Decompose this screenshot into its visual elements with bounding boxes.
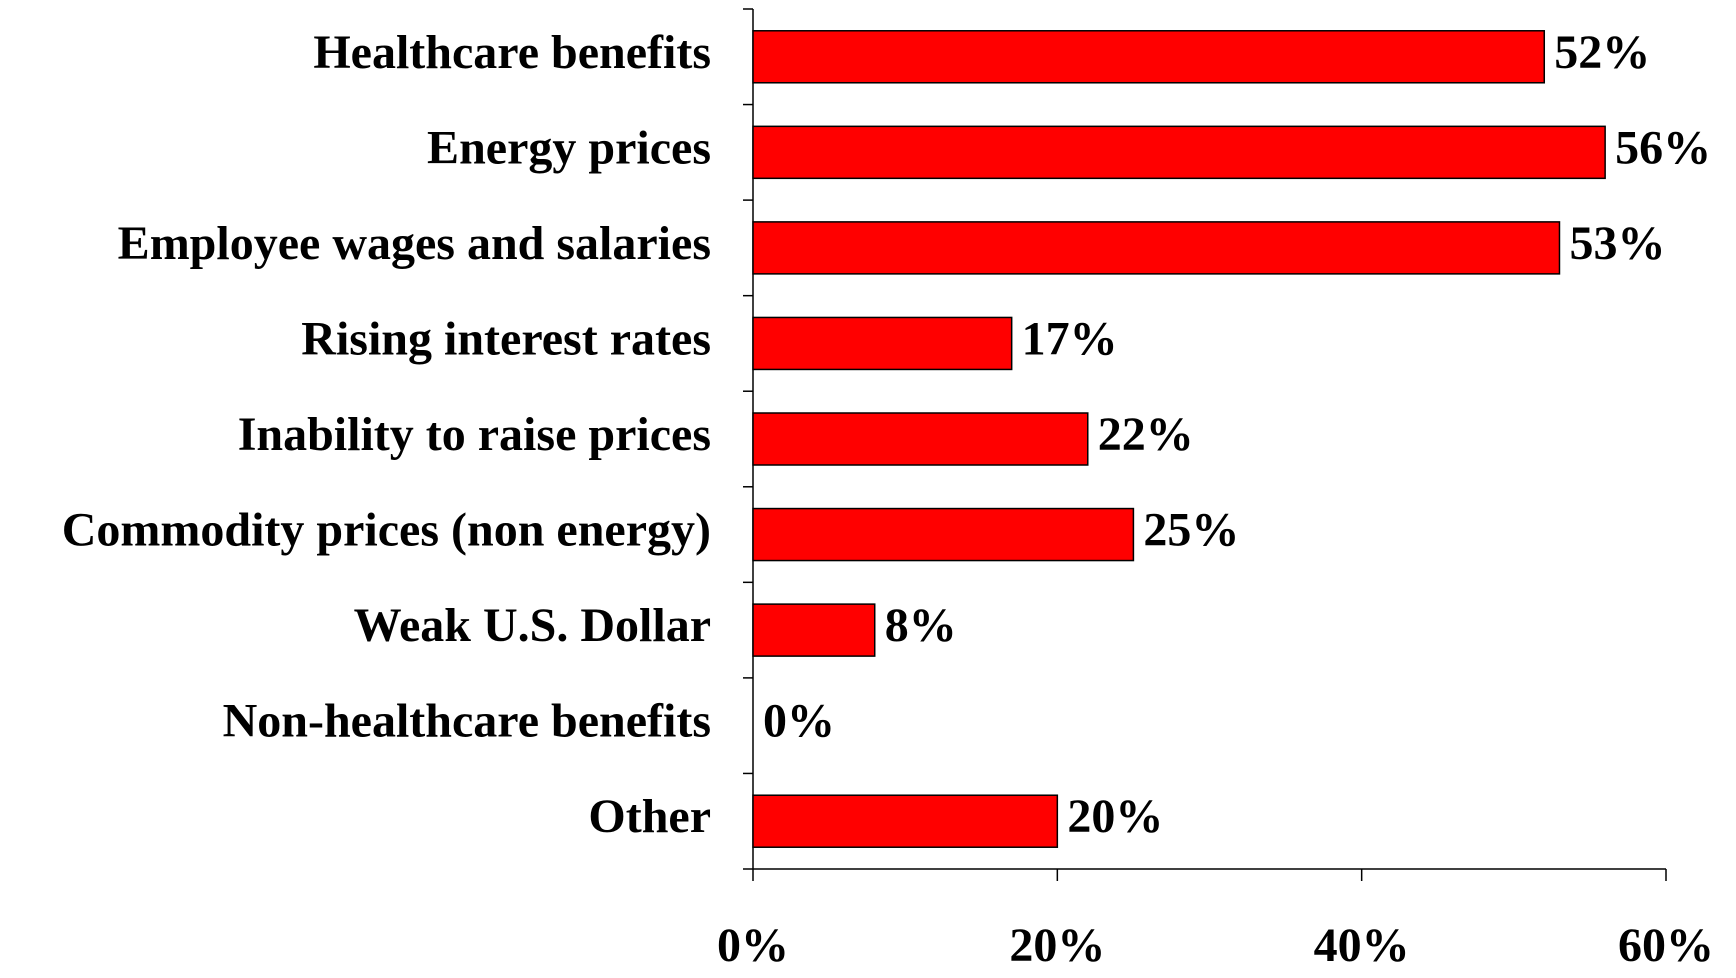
category-label: Weak U.S. Dollar	[354, 599, 711, 652]
data-label: 8%	[885, 599, 957, 652]
data-label: 53%	[1569, 217, 1665, 270]
x-tick-label: 20%	[1009, 919, 1105, 972]
page: {"chart_data": {"type": "hbar", "categor…	[0, 0, 1736, 973]
chart: 0% 20% 40% 60% Healthcare benefits 52% Energy …	[0, 0, 1736, 973]
data-label: 52%	[1554, 26, 1650, 79]
bar	[753, 31, 1544, 83]
bar	[753, 509, 1133, 561]
data-label: 56%	[1615, 121, 1711, 174]
x-tick-label: 40%	[1314, 919, 1410, 972]
data-label: 20%	[1067, 790, 1163, 843]
category-label: Non-healthcare benefits	[223, 695, 711, 748]
category-label: Other	[588, 790, 711, 843]
data-label: 17%	[1022, 312, 1118, 365]
category-label: Employee wages and salaries	[118, 217, 711, 270]
data-label: 0%	[763, 695, 835, 748]
bar	[753, 222, 1559, 274]
bar	[753, 317, 1012, 369]
data-label: 25%	[1143, 504, 1239, 557]
bar	[753, 604, 875, 656]
data-label: 22%	[1098, 408, 1194, 461]
x-tick-label: 60%	[1618, 919, 1714, 972]
category-label: Commodity prices (non energy)	[62, 504, 711, 557]
category-label: Inability to raise prices	[238, 408, 711, 461]
x-tick-label: 0%	[717, 919, 789, 972]
bar	[753, 795, 1057, 847]
category-label: Energy prices	[427, 121, 711, 174]
category-label: Rising interest rates	[301, 312, 711, 365]
bar	[753, 413, 1088, 465]
bar	[753, 126, 1605, 178]
category-label: Healthcare benefits	[313, 26, 711, 79]
